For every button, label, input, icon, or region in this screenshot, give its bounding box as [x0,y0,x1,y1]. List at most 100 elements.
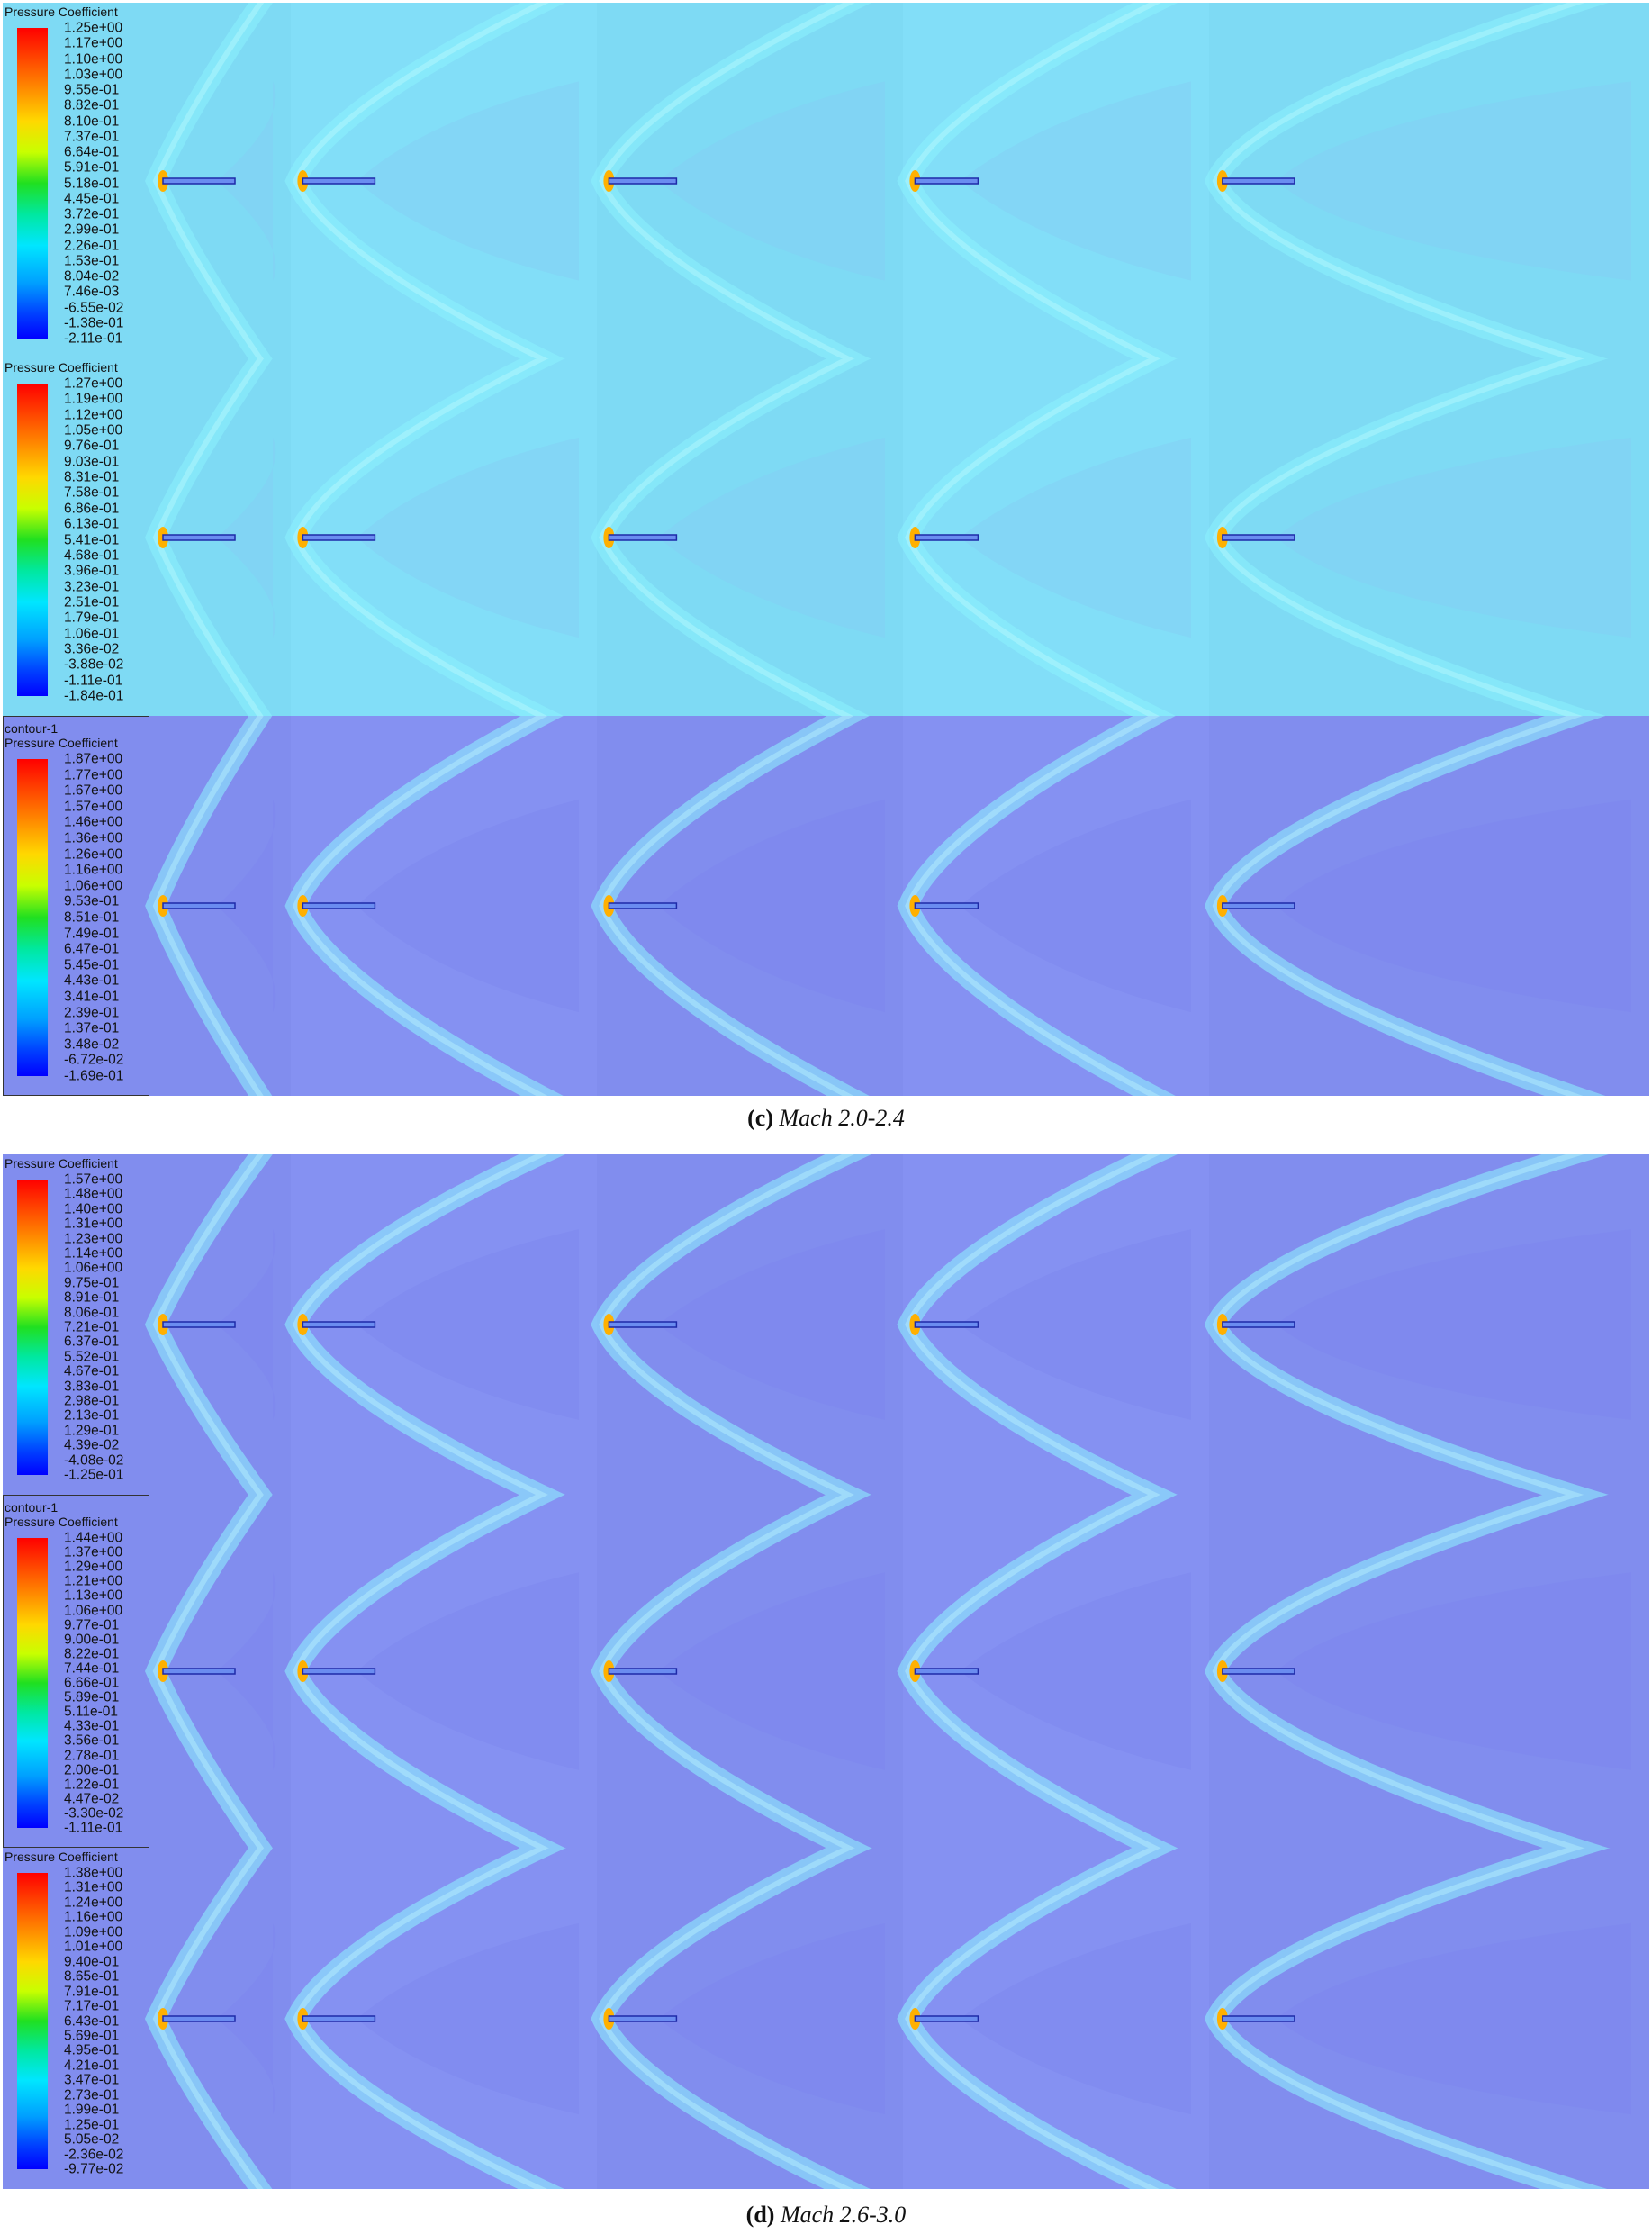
colorbar-tick-label: -2.11e-01 [64,330,123,347]
colorbar-tick-label: 8.51e-01 [64,909,120,926]
colorbar-tick-label: 1.44e+00 [64,1530,123,1546]
colorbar-tick-label: 8.06e-01 [64,1304,120,1320]
colorbar-tick-label: 1.67e+00 [64,782,123,799]
legend-title: Pressure Coefficient [5,736,118,750]
legend-title: Pressure Coefficient [5,1156,118,1171]
colorbar-tick-label: 1.05e+00 [64,422,123,439]
colorbar-tick-label: 4.47e-02 [64,1791,120,1807]
bow-shock [897,1154,1178,1495]
body-plate [1222,1668,1295,1675]
caption-c-text: Mach 2.0-2.4 [773,1105,905,1131]
bow-shock [1204,1848,1611,2189]
body-plate [608,177,678,185]
body-plate [302,2015,376,2022]
bow-shock [284,1495,565,1848]
caption-d: (d) Mach 2.6-3.0 [0,2202,1652,2229]
legend-title: Pressure Coefficient [5,1850,118,1864]
colorbar-tick-label: 1.37e-01 [64,1020,120,1036]
colorbar-tick-label: 6.64e-01 [64,144,120,160]
legend-frame [3,1495,149,1848]
legend-title: Pressure Coefficient [5,360,118,375]
caption-c-letter: (c) [747,1105,773,1131]
colorbar-tick-label: 1.01e+00 [64,1939,123,1955]
colorbar [17,1873,48,2169]
bow-shock [284,1154,566,1495]
body-plate [914,2015,979,2022]
colorbar-tick-label: 8.91e-01 [64,1289,120,1306]
colorbar-tick-label: 1.23e+00 [64,1230,123,1246]
body-plate [1222,534,1295,541]
bow-shock [591,3,872,358]
body-plate [1222,1321,1295,1328]
bow-shock [284,3,566,358]
colorbar-tick-label: 3.48e-02 [64,1036,120,1053]
colorbar-tick-label: 1.31e+00 [64,1879,123,1895]
bow-shock [591,1495,871,1848]
bow-shock [591,1848,873,2189]
colorbar-tick-label: 3.23e-01 [64,578,120,594]
caption-c: (c) Mach 2.0-2.4 [0,1105,1652,1132]
contour-panel-c3: contour-1 Pressure Coefficient 1.87e+00 1.7… [3,716,1649,1096]
contour-panel-d3: Pressure Coefficient 1.38e+00 1.31e+00 1.24… [3,1848,1649,2189]
body-plate [608,1321,678,1328]
colorbar-tick-label: 1.25e+00 [64,20,123,36]
colorbar-tick-label: 7.46e-03 [64,284,120,300]
bow-shock [591,358,872,716]
bow-shock [144,3,273,358]
colorbar-tick-label: 1.10e+00 [64,50,123,67]
body-plate [162,534,236,541]
colorbar-tick-label: 1.21e+00 [64,1573,123,1589]
colorbar-tick-label: 4.45e-01 [64,191,120,206]
bow-shock [284,716,564,1096]
colorbar-tick-label: 8.04e-02 [64,268,120,285]
colorbar-tick-label: 5.69e-01 [64,2028,120,2044]
colorbar-tick-label: 3.47e-01 [64,2072,120,2088]
colorbar-tick-label: 9.40e-01 [64,1953,120,1969]
bow-shock [897,358,1178,716]
legend-title: Pressure Coefficient [5,5,118,19]
colorbar-tick-label: 3.41e-01 [64,989,120,1005]
body-plate [302,534,376,541]
bow-shock [284,358,566,716]
colorbar-tick-label: 1.22e-01 [64,1776,120,1792]
bow-shock [1204,716,1606,1096]
body-plate [1222,2015,1295,2022]
colorbar-tick-label: 8.65e-01 [64,1968,120,1985]
body-plate [914,902,979,909]
colorbar-tick-label: 7.91e-01 [64,1983,120,1999]
flow-field-d3 [3,1848,1649,2189]
colorbar-tick-label: 2.00e-01 [64,1761,120,1777]
colorbar-tick-label: 5.11e-01 [64,1704,119,1720]
flow-field-c3 [3,716,1649,1096]
colorbar-tick-label: 7.44e-01 [64,1660,120,1677]
colorbar-tick-label: 1.79e-01 [64,610,120,626]
colorbar-tick-label: 1.16e+00 [64,862,123,878]
colorbar-tick-label: 8.10e-01 [64,113,120,129]
colorbar-tick-label: 2.78e-01 [64,1747,120,1763]
legend-frame [3,716,149,1096]
bow-shock [144,1154,273,1495]
colorbar-tick-label: 3.56e-01 [64,1732,120,1749]
colorbar-tick-label: 1.77e+00 [64,766,123,782]
colorbar-tick-label: 1.46e+00 [64,814,123,830]
colorbar-tick-label: 7.37e-01 [64,129,120,144]
colorbar-tick-label: 5.91e-01 [64,159,120,176]
colorbar-tick-label: 1.48e+00 [64,1186,123,1202]
colorbar-tick-label: 9.77e-01 [64,1616,120,1633]
colorbar-tick-label: 1.26e+00 [64,846,123,862]
bow-shock [145,358,273,716]
colorbar-tick-label: 1.06e+00 [64,1260,123,1276]
colorbar-tick-label: 5.41e-01 [64,531,120,547]
contour-panel-d1: Pressure Coefficient 1.57e+00 1.48e+00 1.40… [3,1154,1649,1495]
colorbar-tick-label: 9.00e-01 [64,1631,120,1647]
colorbar-tick-label: -1.69e-01 [64,1068,124,1084]
colorbar-tick-label: 9.03e-01 [64,454,120,469]
flow-field-d1 [3,1154,1649,1495]
colorbar-tick-label: -2.36e-02 [64,2146,124,2162]
bow-shock [897,1495,1178,1848]
body-plate [914,534,979,541]
colorbar-tick-label: 9.76e-01 [64,438,120,454]
bow-shock [144,1848,274,2189]
colorbar-tick-label: 2.98e-01 [64,1393,120,1409]
colorbar-tick-label: 6.86e-01 [64,501,120,517]
